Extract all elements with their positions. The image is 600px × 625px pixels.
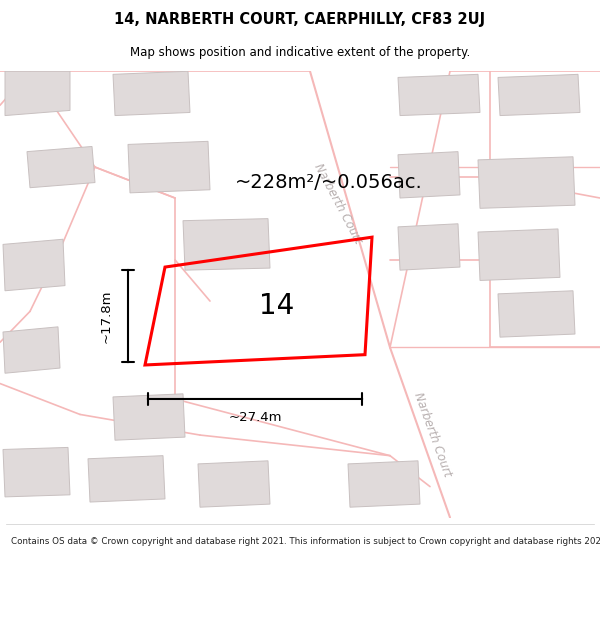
- Polygon shape: [198, 461, 270, 508]
- Polygon shape: [348, 461, 420, 508]
- Text: Map shows position and indicative extent of the property.: Map shows position and indicative extent…: [130, 46, 470, 59]
- Polygon shape: [398, 224, 460, 270]
- Polygon shape: [3, 327, 60, 373]
- Text: ~228m²/~0.056ac.: ~228m²/~0.056ac.: [235, 173, 423, 192]
- Text: Contains OS data © Crown copyright and database right 2021. This information is : Contains OS data © Crown copyright and d…: [11, 537, 600, 546]
- Text: Narberth Court: Narberth Court: [311, 161, 365, 246]
- Polygon shape: [27, 146, 95, 188]
- Polygon shape: [498, 74, 580, 116]
- Polygon shape: [398, 74, 480, 116]
- Text: ~27.4m: ~27.4m: [228, 411, 282, 424]
- Polygon shape: [478, 157, 575, 208]
- Polygon shape: [128, 141, 210, 193]
- Polygon shape: [88, 456, 165, 502]
- Polygon shape: [398, 152, 460, 198]
- Polygon shape: [5, 71, 70, 116]
- Text: 14: 14: [259, 292, 295, 320]
- Polygon shape: [113, 71, 190, 116]
- Polygon shape: [3, 239, 65, 291]
- Polygon shape: [498, 291, 575, 337]
- Polygon shape: [478, 229, 560, 281]
- Polygon shape: [113, 394, 185, 440]
- Text: ~17.8m: ~17.8m: [100, 289, 113, 342]
- Polygon shape: [3, 448, 70, 497]
- Polygon shape: [183, 219, 270, 270]
- Text: 14, NARBERTH COURT, CAERPHILLY, CF83 2UJ: 14, NARBERTH COURT, CAERPHILLY, CF83 2UJ: [115, 12, 485, 27]
- Text: Narberth Court: Narberth Court: [410, 391, 454, 479]
